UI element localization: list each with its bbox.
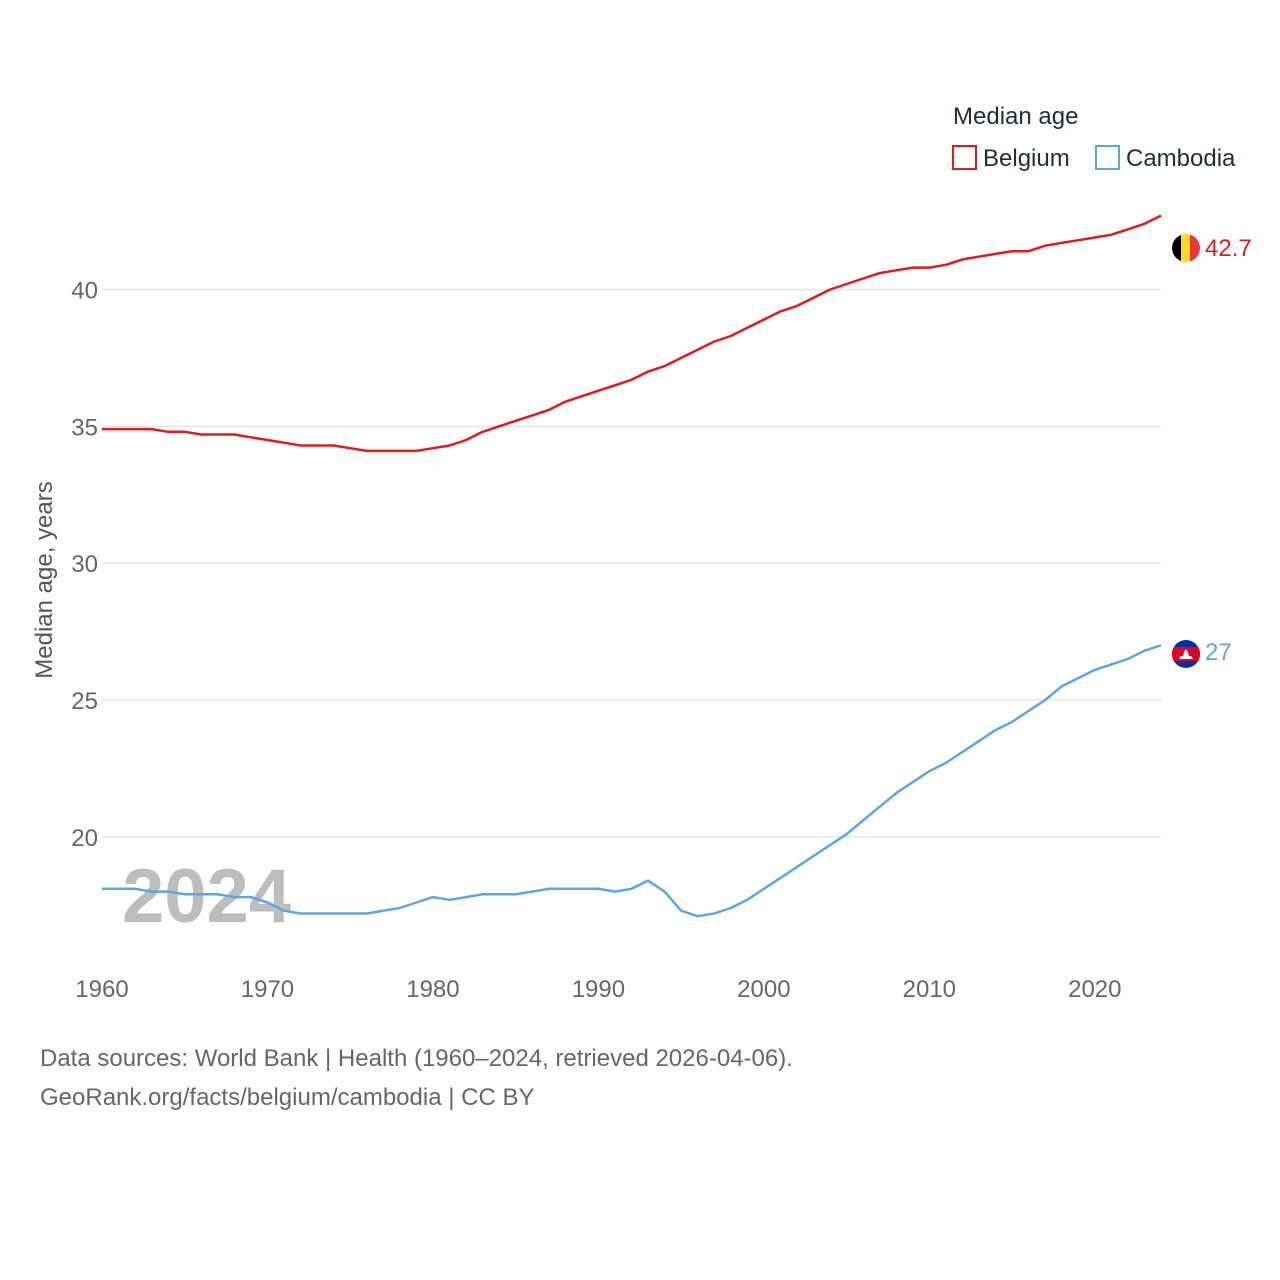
x-axis-ticks: 1960 1970 1980 1990 2000 2010 2020 <box>75 976 1121 1003</box>
series-line-belgium[interactable] <box>102 214 1162 453</box>
y-tick-label: 20 <box>71 825 98 852</box>
median-age-chart: 2024 20 25 30 35 40 1960 1970 1980 1990 2000 2010… <box>31 103 1252 1003</box>
credit-link[interactable]: GeoRank.org/facts/belgium/cambodia | CC … <box>40 1084 535 1111</box>
belgium-flag-icon <box>1172 234 1200 262</box>
x-tick-label: 1960 <box>75 976 128 1003</box>
gridlines <box>102 288 1161 838</box>
year-watermark: 2024 <box>122 854 291 939</box>
legend-label-belgium: Belgium <box>983 145 1070 172</box>
end-label-cambodia: 27 <box>1205 639 1232 666</box>
legend-swatch-belgium <box>952 145 977 170</box>
x-tick-label: 1980 <box>406 976 459 1003</box>
x-tick-label: 1990 <box>572 976 625 1003</box>
data-source-note: Data sources: World Bank | Health (1960–… <box>40 1045 793 1072</box>
y-axis-label: Median age, years <box>31 481 58 678</box>
x-tick-label: 2010 <box>903 976 956 1003</box>
y-tick-label: 30 <box>71 551 98 578</box>
legend-item-cambodia[interactable]: Cambodia <box>1095 145 1236 172</box>
x-tick-label: 1970 <box>241 976 294 1003</box>
y-tick-label: 25 <box>71 688 98 715</box>
y-tick-label: 40 <box>71 277 98 304</box>
legend: Median age Belgium Cambodia <box>952 103 1236 172</box>
x-tick-label: 2020 <box>1068 976 1121 1003</box>
legend-item-belgium[interactable]: Belgium <box>952 145 1070 172</box>
legend-swatch-cambodia <box>1095 145 1120 170</box>
end-label-belgium: 42.7 <box>1205 235 1252 262</box>
y-axis-ticks: 20 25 30 35 40 <box>71 277 98 851</box>
x-tick-label: 2000 <box>737 976 790 1003</box>
y-tick-label: 35 <box>71 414 98 441</box>
legend-label-cambodia: Cambodia <box>1126 145 1236 172</box>
legend-title: Median age <box>953 103 1078 130</box>
series-line-cambodia[interactable] <box>102 644 1162 918</box>
cambodia-flag-icon <box>1172 640 1200 668</box>
